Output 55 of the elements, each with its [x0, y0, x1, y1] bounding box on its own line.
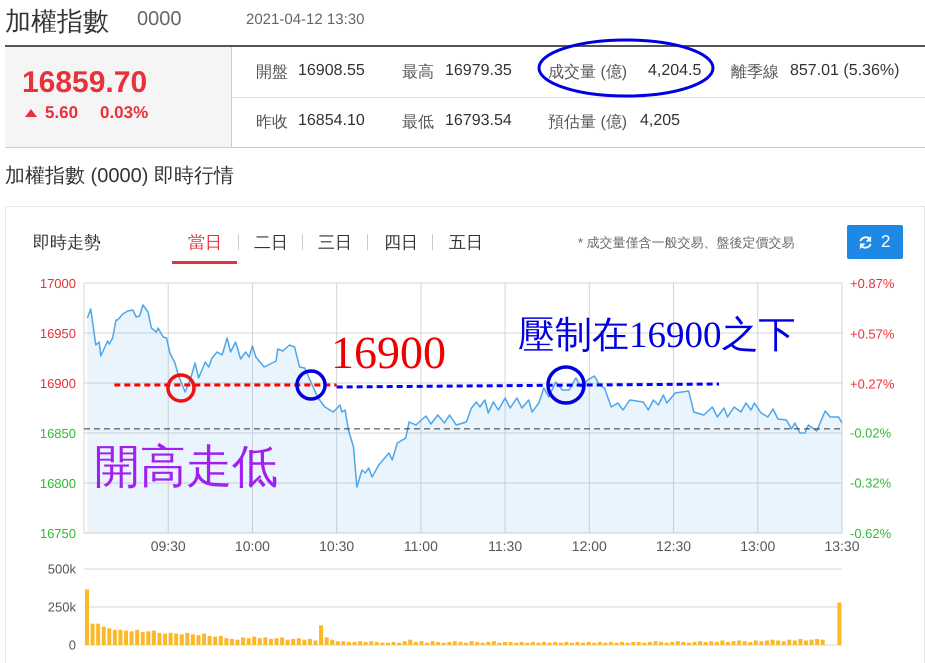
text: 4,205 — [640, 112, 680, 130]
y2-tick-label: +0.27% — [850, 376, 895, 392]
y-tick-label: 17000 — [40, 276, 76, 291]
text: 最高 — [402, 62, 434, 83]
text: 16854.10 — [298, 112, 365, 130]
y2-tick-label: -0.32% — [850, 476, 892, 491]
text: 三日 — [318, 232, 352, 254]
text: 2 — [881, 232, 890, 252]
y-tick-label: 0 — [68, 638, 76, 653]
text: 0.03% — [100, 103, 148, 123]
text: 昨收 — [256, 113, 288, 133]
x-tick-label: 11:30 — [488, 538, 522, 554]
y-tick-label: 16950 — [40, 326, 76, 341]
x-tick-label: 12:00 — [572, 538, 608, 554]
x-tick-label: 13:00 — [740, 538, 776, 554]
text: 5.60 — [45, 103, 78, 123]
text: 開盤 — [256, 63, 288, 83]
x-tick-label: 09:30 — [150, 538, 186, 554]
text: 二日 — [254, 232, 288, 254]
y-tick-label: 16850 — [40, 426, 76, 441]
x-tick-label: 10:00 — [234, 538, 270, 554]
chart-title: 即時走勢 — [33, 232, 101, 254]
text: 0000 — [137, 8, 182, 31]
y-tick-label: 500k — [48, 562, 76, 577]
text: * 成交量僅含一般交易、盤後定價交易 — [578, 234, 795, 252]
y-tick-label: 16750 — [40, 526, 76, 541]
y2-tick-label: +0.87% — [850, 276, 895, 291]
annotation: 16900 — [331, 326, 446, 379]
text: 五日 — [449, 232, 483, 254]
text: 離季線 — [731, 62, 779, 83]
text: 最低 — [402, 113, 434, 133]
x-tick-label: 12:30 — [656, 538, 692, 554]
y-tick-label: 16800 — [40, 476, 76, 491]
text: 加權指數 (0000) 即時行情 — [5, 164, 234, 189]
text: 857.01 (5.36%) — [790, 62, 900, 80]
annotation: 壓制在16900之下 — [518, 314, 796, 358]
text: 當日 — [188, 232, 222, 254]
y-tick-label: 250k — [48, 600, 76, 615]
x-tick-label: 11:00 — [404, 538, 438, 554]
text: 16793.54 — [445, 112, 512, 130]
text: 2021-04-12 13:30 — [246, 11, 364, 28]
annotation: 開高走低 — [94, 440, 278, 494]
text: 16908.55 — [298, 62, 365, 80]
text: 成交量 (億) — [548, 62, 628, 83]
y-tick-label: 16900 — [40, 376, 76, 391]
y2-tick-label: -0.02% — [850, 425, 892, 440]
text: 加權指數 — [5, 5, 109, 38]
text: 4,204.5 — [648, 62, 702, 80]
text: 16859.70 — [22, 66, 148, 100]
text: 16979.35 — [445, 62, 512, 80]
text: 四日 — [384, 232, 418, 254]
x-tick-label: 10:30 — [319, 538, 354, 554]
bar — [837, 602, 842, 645]
text: 預估量 (億) — [548, 112, 628, 133]
y2-tick-label: +0.57% — [850, 326, 895, 342]
